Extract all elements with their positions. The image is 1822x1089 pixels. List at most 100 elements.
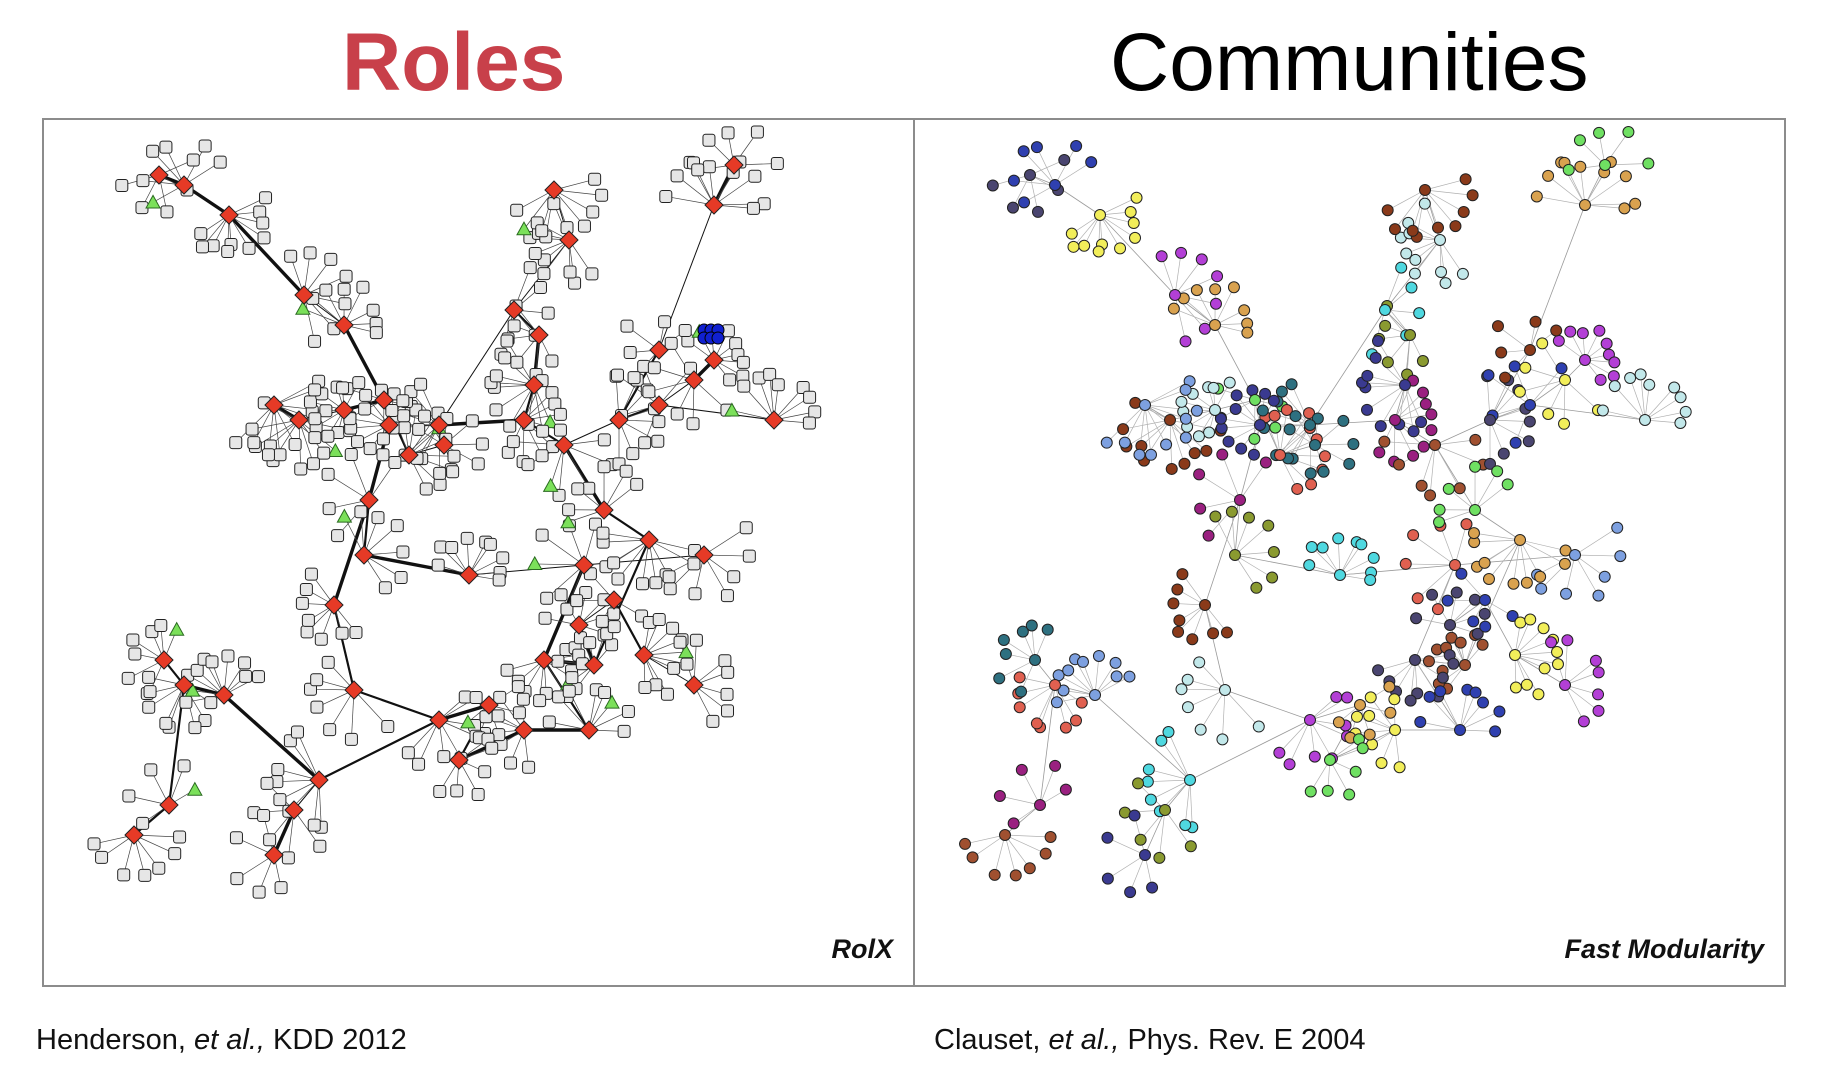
community-node [1227, 281, 1240, 294]
community-node [1679, 405, 1692, 418]
community-node [1259, 387, 1272, 400]
graph-edge [1434, 444, 1461, 489]
square-icon [95, 850, 109, 864]
graph-edge [1644, 387, 1675, 421]
community-node [1049, 679, 1061, 691]
graph-edge [1339, 544, 1362, 576]
community-node [988, 868, 1001, 881]
graph-edge [999, 795, 1041, 806]
diamond-icon [219, 205, 239, 225]
community-node [1425, 408, 1438, 421]
graph-edge [1459, 689, 1468, 731]
community-node [1592, 589, 1605, 602]
graph-edge [1222, 689, 1226, 740]
graph-edge [1169, 409, 1216, 421]
square-icon [186, 153, 200, 167]
community-node [1242, 511, 1255, 524]
community-node [1592, 688, 1605, 701]
square-icon [221, 649, 235, 663]
square-icon [198, 139, 212, 153]
community-node [1316, 541, 1329, 554]
community-node [1529, 315, 1542, 328]
graph-edge [1489, 419, 1505, 454]
community-node [1425, 424, 1438, 437]
community-node [1141, 775, 1154, 788]
diamond-icon [529, 325, 549, 345]
square-icon [412, 422, 426, 436]
citation-henderson: Henderson, et al., KDD 2012 [36, 1024, 407, 1057]
community-node [1519, 361, 1532, 374]
graph-edge [1039, 765, 1056, 806]
graph-edge [1147, 779, 1191, 783]
square-icon [313, 839, 327, 853]
diamond-icon [264, 845, 284, 865]
triangle-icon [460, 714, 476, 729]
triangle-icon [604, 694, 620, 709]
square-icon [376, 432, 390, 446]
graph-edge [1394, 392, 1424, 421]
community-node [1193, 468, 1206, 481]
community-node [1173, 614, 1186, 627]
square-icon [324, 252, 338, 266]
graph-edge [1144, 404, 1152, 455]
square-icon [533, 694, 547, 708]
graph-edge [1536, 554, 1576, 576]
diamond-icon [459, 565, 479, 585]
graph-edge [1366, 384, 1406, 411]
community-node [1234, 494, 1246, 506]
graph-edge [1231, 511, 1236, 556]
square-icon [545, 386, 559, 400]
square-icon [253, 205, 267, 219]
community-node [1417, 440, 1430, 453]
graph-edge [523, 189, 555, 230]
community-node [1642, 157, 1655, 170]
community-node [1594, 373, 1607, 386]
diamond-icon [344, 680, 364, 700]
graph-edge [1454, 524, 1467, 566]
community-node [1247, 448, 1260, 461]
graph-edge [1536, 196, 1586, 206]
graph-edge [603, 509, 650, 541]
community-node [1024, 169, 1036, 181]
graph-edge [1329, 759, 1350, 795]
community-node [1129, 396, 1142, 409]
diamond-icon [479, 695, 499, 715]
square-icon [626, 447, 640, 461]
community-node [1303, 407, 1316, 420]
community-node [1203, 426, 1216, 439]
fast-modularity-label: Fast Modularity [1564, 934, 1764, 964]
community-node [1209, 283, 1222, 296]
community-node [1545, 636, 1558, 649]
community-node [1433, 503, 1446, 516]
graph-edge [1459, 711, 1500, 731]
graph-edge [1004, 834, 1046, 854]
graph-edge [1564, 684, 1585, 722]
graph-edge [1406, 239, 1441, 254]
square-icon [542, 715, 556, 729]
graph-edge [1141, 419, 1171, 447]
graph-edge [1073, 214, 1101, 248]
square-icon [284, 249, 298, 263]
graph-edge [1289, 719, 1311, 765]
square-icon [204, 696, 218, 710]
community-node [1250, 581, 1263, 594]
community-node [1384, 706, 1397, 719]
community-node [1413, 307, 1426, 320]
graph-edge [1004, 804, 1041, 836]
community-node [1175, 246, 1188, 259]
graph-edge [1414, 659, 1439, 697]
square-icon [352, 376, 366, 390]
square-icon [304, 567, 318, 581]
graph-edge [1367, 375, 1406, 386]
community-node [1444, 619, 1456, 631]
graph-edge [1574, 527, 1618, 556]
graph-edge [546, 564, 585, 599]
diamond-icon [554, 435, 574, 455]
community-node [1524, 344, 1536, 356]
graph-edge [1434, 419, 1491, 446]
community-node [1153, 851, 1166, 864]
square-icon [142, 700, 156, 714]
graph-edge [1099, 214, 1121, 249]
community-node [1216, 733, 1229, 746]
community-node [1619, 170, 1632, 183]
